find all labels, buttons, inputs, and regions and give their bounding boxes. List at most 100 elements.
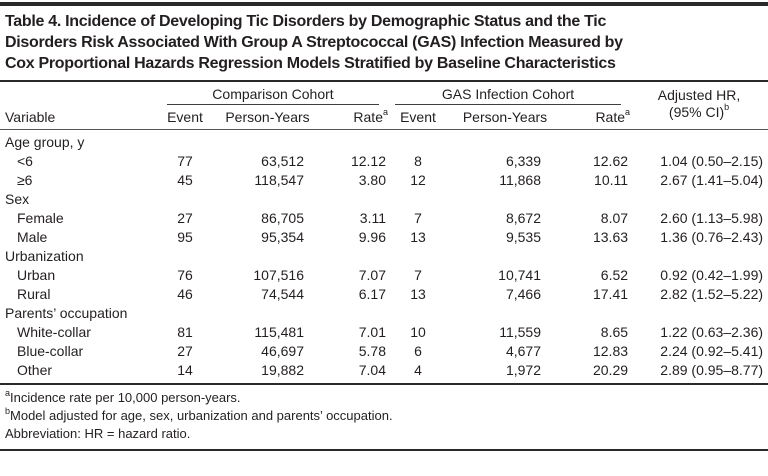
cell: 11,559 [499, 324, 541, 340]
data-row: Rural 46 74,544 6.17 13 7,466 17.41 2.82 (1.52–… [0, 285, 768, 304]
col-header-person-years-comparison: Person-Years [210, 106, 325, 130]
data-row: ≥6 45 118,547 3.80 12 11,868 10.11 2.67 (1.41–5… [0, 171, 768, 190]
data-row: Male 95 95,354 9.96 13 9,535 13.63 1.36 (0.76–2… [0, 228, 768, 247]
row-label: Male [17, 229, 48, 245]
footnote-marker-b: b [724, 102, 730, 113]
group-header-comparison-label: Comparison Cohort [167, 86, 379, 105]
cell: 2.82 (1.52–5.22) [660, 286, 764, 302]
section-row: Sex [0, 190, 768, 209]
cell: 12.62 [592, 153, 629, 169]
cell: 19,882 [261, 362, 304, 378]
cell: 1,972 [505, 362, 541, 378]
footnote-marker: b [5, 405, 11, 416]
footnote-marker-a: a [625, 107, 631, 118]
col-header-variable: Variable [0, 82, 160, 130]
cell: 2.24 (0.92–5.41) [660, 343, 764, 359]
cell: 4 [414, 362, 422, 378]
footnote: aIncidence rate per 10,000 person-years. [5, 387, 241, 405]
col-header-person-years-gas: Person-Years [448, 106, 562, 130]
row-label: Other [17, 362, 53, 378]
cell: 2.67 (1.41–5.04) [660, 172, 764, 188]
cell: 27 [177, 210, 193, 226]
cell: 45 [177, 172, 193, 188]
cell: 0.92 (0.42–1.99) [660, 267, 764, 283]
data-row: Urban 76 107,516 7.07 7 10,741 6.52 0.92 (0.42–… [0, 266, 768, 285]
table-figure: Table 4. Incidence of Developing Tic Dis… [0, 2, 768, 451]
cell: 115,481 [254, 324, 304, 340]
cell: 74,544 [261, 286, 304, 302]
group-header-gas: GAS Infection Cohort [388, 82, 630, 106]
cell: 6.52 [600, 267, 629, 283]
cell: 7,466 [505, 286, 541, 302]
data-row: Blue-collar 27 46,697 5.78 6 4,677 12.83 2.24 (… [0, 342, 768, 361]
cell: 118,547 [254, 172, 304, 188]
top-rule [0, 2, 768, 6]
footnote-marker-a: a [382, 107, 388, 118]
cell: 8.07 [600, 210, 629, 226]
cell: 12.83 [592, 343, 629, 359]
cell: 9.96 [358, 229, 386, 245]
cell: 7 [414, 210, 422, 226]
cell: 7.01 [358, 324, 386, 340]
section-row: Age group, y [0, 130, 768, 153]
section-label: Urbanization [5, 248, 84, 264]
cell: 2.89 (0.95–8.77) [660, 362, 764, 378]
data-row: Female 27 86,705 3.11 7 8,672 8.07 2.60 (1.13–5… [0, 209, 768, 228]
cell: 6,339 [505, 153, 541, 169]
cell: 8 [414, 153, 422, 169]
cell: 63,512 [261, 153, 304, 169]
cell: 95 [177, 229, 193, 245]
cell: 13 [410, 229, 426, 245]
section-row: Urbanization [0, 247, 768, 266]
col-header-rate-comparison: Ratea [325, 106, 388, 130]
cell: 7.04 [358, 362, 386, 378]
row-label: Urban [17, 267, 56, 283]
column-header-row: Event Person-Years Ratea Event Person-Ye… [0, 106, 768, 130]
cell: 46,697 [261, 343, 304, 359]
data-row: <6 77 63,512 12.12 8 6,339 12.62 1.04 (0.50–2.1… [0, 152, 768, 171]
group-header-row: Variable Comparison Cohort GAS Infection… [0, 82, 768, 130]
row-label: Blue-collar [17, 343, 84, 359]
cell: 13.63 [592, 229, 629, 245]
cell: 76 [177, 267, 193, 283]
col-header-event-comparison: Event [160, 106, 210, 130]
section-label: Sex [5, 191, 30, 207]
cell: 13 [410, 286, 426, 302]
cell: 10,741 [498, 267, 541, 283]
cell: 107,516 [253, 267, 304, 283]
cell: 46 [177, 286, 193, 302]
cell: 3.11 [359, 210, 386, 226]
table-title: Table 4. Incidence of Developing Tic Dis… [0, 6, 768, 82]
cell: 77 [177, 153, 193, 169]
row-label: Rural [17, 286, 51, 302]
cell: 17.41 [592, 286, 629, 302]
cell: 27 [177, 343, 193, 359]
row-label: White-collar [17, 324, 91, 340]
footnotes: aIncidence rate per 10,000 person-years.… [0, 383, 768, 451]
adjusted-hr-line1: Adjusted HR, [657, 87, 741, 103]
cell: 3.80 [358, 172, 386, 188]
table-header: Variable Comparison Cohort GAS Infection… [0, 82, 768, 130]
cell: 14 [177, 362, 193, 378]
cell: 86,705 [261, 210, 304, 226]
table-body: Age group, y <6 77 63,512 12.12 8 6,339 12.62 1.… [0, 130, 768, 381]
cell: 1.04 (0.50–2.15) [660, 153, 764, 169]
cell: 8.65 [600, 324, 629, 340]
footnote: Abbreviation: HR = hazard ratio. [5, 426, 191, 441]
cell: 4,677 [505, 343, 541, 359]
cell: 12.12 [350, 153, 386, 169]
incidence-table: Variable Comparison Cohort GAS Infection… [0, 82, 768, 380]
row-label: ≥6 [17, 172, 33, 188]
col-header-rate-gas: Ratea [562, 106, 631, 130]
cell: 10 [410, 324, 426, 340]
col-header-adjusted-hr: Adjusted HR, (95% CI)b [630, 82, 768, 130]
cell: 6 [414, 343, 422, 359]
data-row: White-collar 81 115,481 7.01 10 11,559 8.65 1.2… [0, 323, 768, 342]
cell: 12 [410, 172, 426, 188]
cell: 7 [414, 267, 422, 283]
group-header-comparison: Comparison Cohort [160, 82, 388, 106]
footnote: bModel adjusted for age, sex, urbanizati… [5, 405, 393, 423]
section-label: Age group, y [5, 134, 85, 150]
cell: 1.22 (0.63–2.36) [660, 324, 764, 340]
row-label: Female [17, 210, 64, 226]
